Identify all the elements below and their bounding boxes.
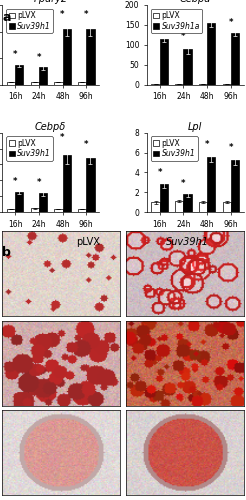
Text: *: * [205, 140, 209, 149]
Bar [223, 202, 231, 212]
Text: *: * [37, 52, 41, 62]
Bar [184, 49, 192, 84]
Bar [62, 155, 71, 212]
Text: *: * [181, 32, 186, 41]
Bar [7, 209, 15, 212]
Bar [39, 193, 47, 212]
Text: *: * [13, 50, 17, 59]
Legend: pLVX, Suv39h1: pLVX, Suv39h1 [6, 9, 53, 33]
Text: *: * [157, 168, 162, 177]
Text: *: * [84, 140, 89, 148]
Bar [62, 29, 71, 84]
Bar [231, 160, 239, 212]
Bar [54, 82, 62, 84]
Text: *: * [37, 178, 41, 187]
Text: *: * [60, 10, 65, 19]
Text: *: * [84, 10, 89, 19]
Text: Suv39h1: Suv39h1 [166, 237, 208, 247]
Text: *: * [181, 179, 186, 188]
Text: a: a [2, 11, 11, 24]
Bar [31, 208, 39, 212]
Bar [54, 209, 62, 212]
Legend: pLVX, Suv39h1a: pLVX, Suv39h1a [151, 9, 202, 33]
Legend: pLVX, Suv39h1: pLVX, Suv39h1 [6, 136, 53, 160]
Bar [207, 23, 215, 84]
Title: Ppary2: Ppary2 [34, 0, 68, 4]
Title: Cebpa: Cebpa [180, 0, 211, 4]
Bar [31, 82, 39, 84]
Text: b: b [2, 246, 11, 259]
Bar [160, 184, 168, 212]
Legend: pLVX, Suv39h1: pLVX, Suv39h1 [151, 136, 198, 160]
Title: Lpl: Lpl [188, 122, 202, 132]
Text: *: * [157, 24, 162, 32]
Bar [184, 194, 192, 212]
Text: pLVX: pLVX [77, 237, 101, 247]
Bar [231, 33, 239, 84]
Bar [152, 202, 160, 212]
Bar [160, 39, 168, 84]
Bar [15, 65, 23, 84]
Bar [78, 209, 86, 212]
Bar [15, 192, 23, 212]
Bar [175, 202, 184, 212]
Text: *: * [13, 177, 17, 186]
Bar [7, 82, 15, 84]
Text: *: * [229, 144, 233, 152]
Bar [86, 158, 94, 212]
Bar [86, 29, 94, 84]
Bar [207, 158, 215, 212]
Text: *: * [60, 133, 65, 142]
Bar [39, 68, 47, 84]
Bar [199, 202, 207, 212]
Text: *: * [229, 18, 233, 26]
Title: Cebpδ: Cebpδ [35, 122, 66, 132]
Bar [78, 82, 86, 84]
